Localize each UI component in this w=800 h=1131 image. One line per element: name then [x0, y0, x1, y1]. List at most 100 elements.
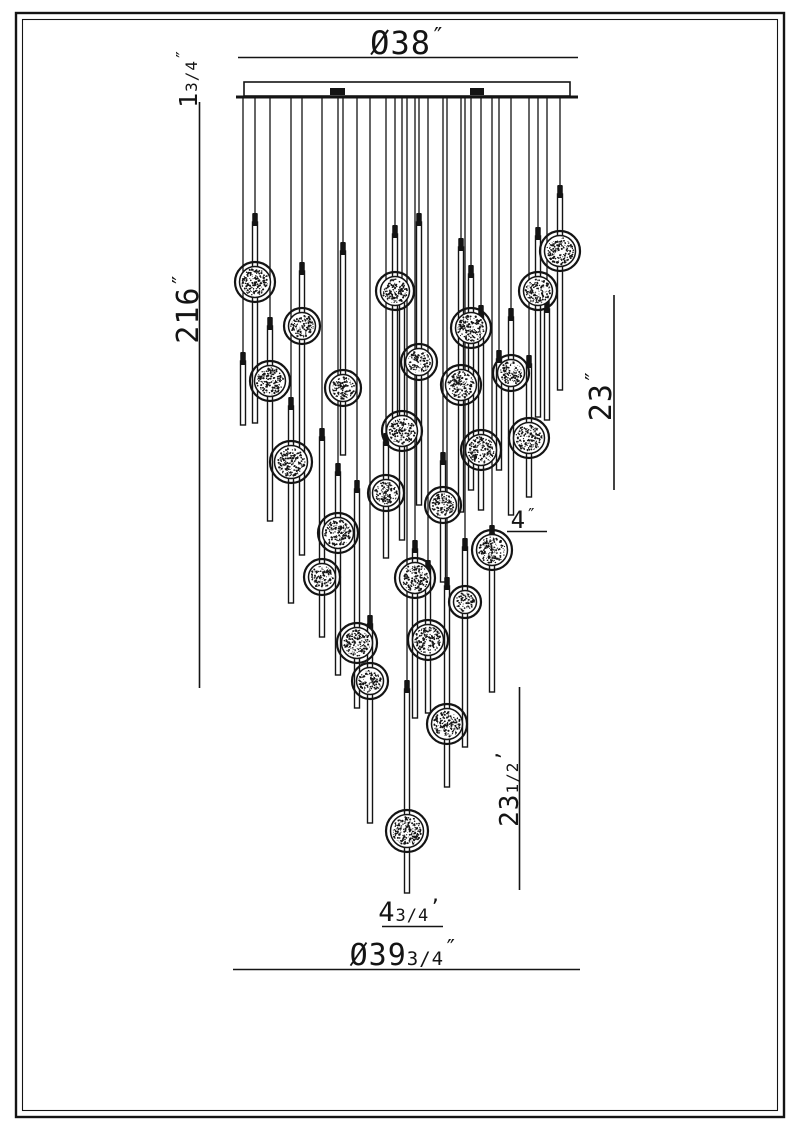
crystal-ring-outer — [425, 702, 469, 746]
crystal-ring-outer — [323, 368, 363, 408]
dimension-label: 13/4″ — [173, 48, 203, 108]
crystal-stipple — [433, 710, 461, 738]
crystal-ring-pendant — [447, 584, 483, 620]
crystal-stipple — [358, 669, 382, 693]
rod-cap — [440, 452, 446, 465]
crystal-ring-pendant — [406, 618, 450, 662]
rod-cap — [252, 213, 258, 226]
crystal-stipple — [388, 418, 416, 445]
rod-cap — [444, 577, 450, 590]
crystal-ring-pendant — [366, 473, 406, 513]
crystal-ring-pendant — [374, 270, 416, 312]
dimension-label: 231/2’ — [493, 749, 525, 827]
crystal-stipple — [524, 278, 551, 304]
dimension-label: 4″ — [511, 505, 538, 534]
dimension-top-diameter: Ø38″ — [238, 24, 578, 62]
crystal-ring-outer — [459, 428, 503, 472]
crystal-ring-pendant — [316, 511, 360, 555]
pendant-rod — [239, 360, 247, 426]
crystal-ring-pendant — [302, 557, 342, 597]
rod-cap — [354, 480, 360, 493]
pendant-rod — [339, 250, 347, 456]
dimension-label: 23″ — [582, 369, 619, 421]
crystal-ring-outer — [406, 618, 450, 662]
rod-cap — [299, 262, 305, 275]
crystal-stipple — [467, 436, 495, 464]
rod-cap — [392, 225, 398, 238]
pendant-group — [534, 98, 542, 418]
crystal-ring-outer — [517, 270, 559, 312]
crystal-ring-pendant — [517, 270, 559, 312]
pendant-group — [391, 98, 399, 431]
crystal-ring-inner — [287, 311, 317, 341]
dimension-height-23-half: 231/2’ — [493, 687, 525, 890]
crystal-ring-inner — [307, 562, 337, 592]
crystal-stipple — [431, 493, 455, 516]
crystal-ring-outer — [302, 557, 342, 597]
pendant-group — [287, 98, 295, 604]
crystal-ring-pendant — [248, 359, 292, 403]
pendant-group — [366, 98, 374, 824]
dimension-bottom-diameter: Ø393/4″ — [233, 936, 580, 973]
crystal-ring-outer — [282, 306, 322, 346]
pendant-rod — [287, 405, 295, 604]
crystal-ring-pendant — [393, 556, 437, 600]
pendant-rod — [391, 233, 399, 431]
dimension-spacing-4: 4″ — [507, 505, 547, 534]
crystal-stipple — [241, 268, 268, 296]
crystal-ring-outer — [380, 409, 424, 453]
crystal-stipple — [374, 481, 398, 505]
crystal-stipple — [546, 237, 575, 266]
rod-cap — [508, 308, 514, 321]
crystal-ring-outer — [423, 485, 463, 525]
canopy-plate — [243, 81, 571, 97]
rod-cap — [335, 463, 341, 476]
crystal-ring-pendant — [507, 416, 551, 460]
crystal-ring-outer — [366, 473, 406, 513]
ceiling-canopy — [236, 81, 578, 99]
crystal-ring-pendant — [384, 808, 430, 854]
crystal-ring-outer — [439, 363, 483, 407]
pendant-rod — [443, 585, 451, 788]
pendant-group — [339, 98, 347, 456]
crystal-ring-pendant — [459, 428, 503, 472]
crystal-ring-pendant — [350, 661, 390, 701]
crystal-ring-inner — [273, 444, 309, 480]
crystal-ring-pendant — [323, 368, 363, 408]
dimension-canopy-height: 13/4″ — [173, 48, 203, 108]
crystal-ring-outer — [449, 306, 493, 350]
crystal-ring-outer — [393, 556, 437, 600]
dimension-label: 43/4’ — [378, 895, 441, 928]
pendant-group — [495, 98, 503, 471]
crystal-ring-outer — [233, 260, 277, 304]
crystal-stipple — [478, 536, 506, 564]
pendant-group — [488, 98, 496, 693]
crystal-ring-pendant — [470, 528, 514, 572]
crystal-stipple — [324, 519, 352, 547]
pendant-rod — [556, 193, 564, 391]
rod-cap — [468, 265, 474, 278]
pendant-group — [507, 98, 515, 516]
pendant-group — [298, 98, 306, 556]
crystal-ring-pendant — [335, 621, 379, 665]
rod-cap — [462, 538, 468, 551]
crystal-stipple — [343, 629, 371, 657]
crystal-ring-pendant — [439, 363, 483, 407]
crystal-ring-pendant — [425, 702, 469, 746]
pendant-group — [239, 98, 247, 426]
dimension-overall-height: 216″ — [169, 102, 206, 688]
pendant-rod — [543, 308, 551, 421]
crystal-ring-outer — [335, 621, 379, 665]
dimension-label: Ø393/4″ — [350, 936, 459, 973]
crystal-stipple — [277, 447, 306, 477]
crystal-stipple — [311, 566, 334, 589]
rod-cap — [340, 242, 346, 255]
rod-cap — [557, 185, 563, 198]
crystal-ring-pendant — [380, 409, 424, 453]
dimension-width-4-3-4: 43/4’ — [378, 895, 443, 928]
crystal-ring-pendant — [233, 260, 277, 304]
crystal-ring-outer — [374, 270, 416, 312]
dimension-label: Ø38″ — [370, 24, 446, 62]
